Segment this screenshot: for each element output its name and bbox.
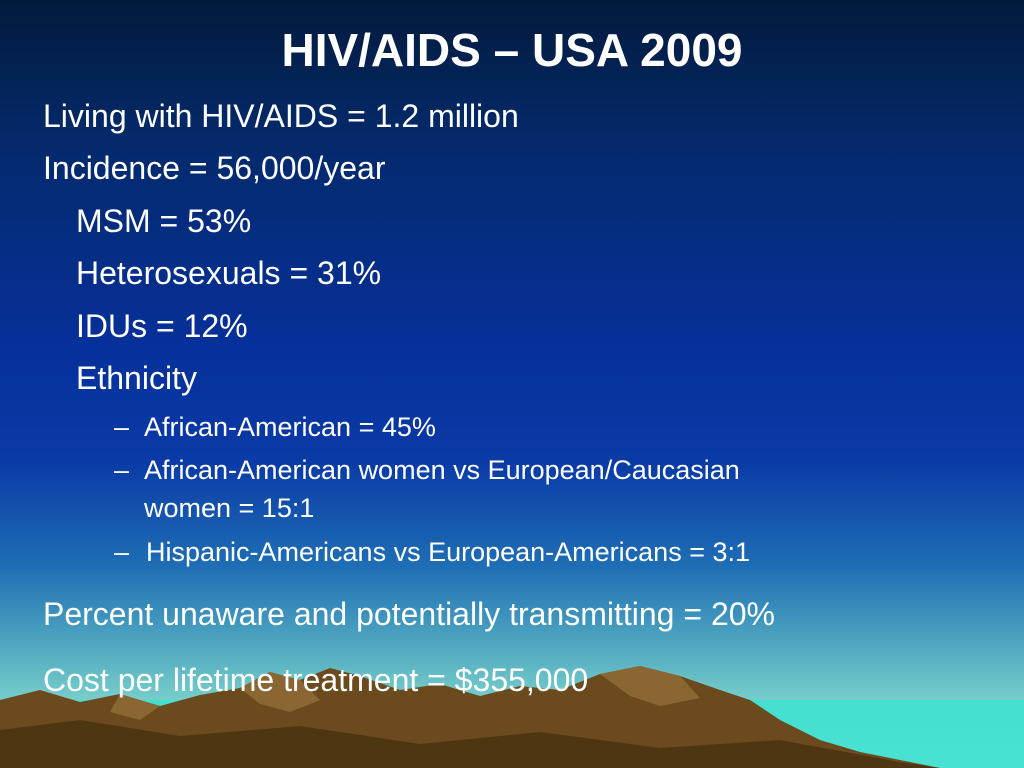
ethnicity-item-women-ratio: – African-American women vs European/Cauc… bbox=[114, 453, 740, 487]
ethnicity-item-text: African-American = 45% bbox=[144, 412, 436, 442]
percent-unaware-line: Percent unaware and potentially transmit… bbox=[43, 596, 775, 632]
incidence-line: Incidence = 56,000/year bbox=[43, 150, 386, 186]
slide-title: HIV/AIDS – USA 2009 bbox=[281, 24, 743, 76]
bullet-dash: – bbox=[114, 412, 130, 442]
ethnicity-heading: Ethnicity bbox=[76, 360, 197, 396]
ethnicity-item-women-ratio-continued: women = 15:1 bbox=[144, 493, 315, 523]
cost-per-lifetime-line: Cost per lifetime treatment = $355,000 bbox=[43, 662, 589, 698]
ethnicity-item-african-american: – African-American = 45% bbox=[114, 410, 436, 444]
bullet-dash: – bbox=[114, 537, 130, 567]
ethnicity-item-text: Hispanic-Americans vs European-Americans… bbox=[146, 537, 751, 567]
mountain-shadow bbox=[0, 720, 940, 768]
idus-line: IDUs = 12% bbox=[76, 308, 248, 344]
mountain-highlight bbox=[110, 666, 700, 720]
heterosexuals-line: Heterosexuals = 31% bbox=[76, 255, 382, 291]
msm-line: MSM = 53% bbox=[76, 203, 252, 239]
ethnicity-item-text: African-American women vs European/Cauca… bbox=[144, 455, 740, 485]
living-with-hiv-line: Living with HIV/AIDS = 1.2 million bbox=[43, 98, 519, 134]
ethnicity-item-hispanic: – Hispanic-Americans vs European-American… bbox=[114, 535, 750, 569]
bullet-dash: – bbox=[114, 455, 130, 485]
